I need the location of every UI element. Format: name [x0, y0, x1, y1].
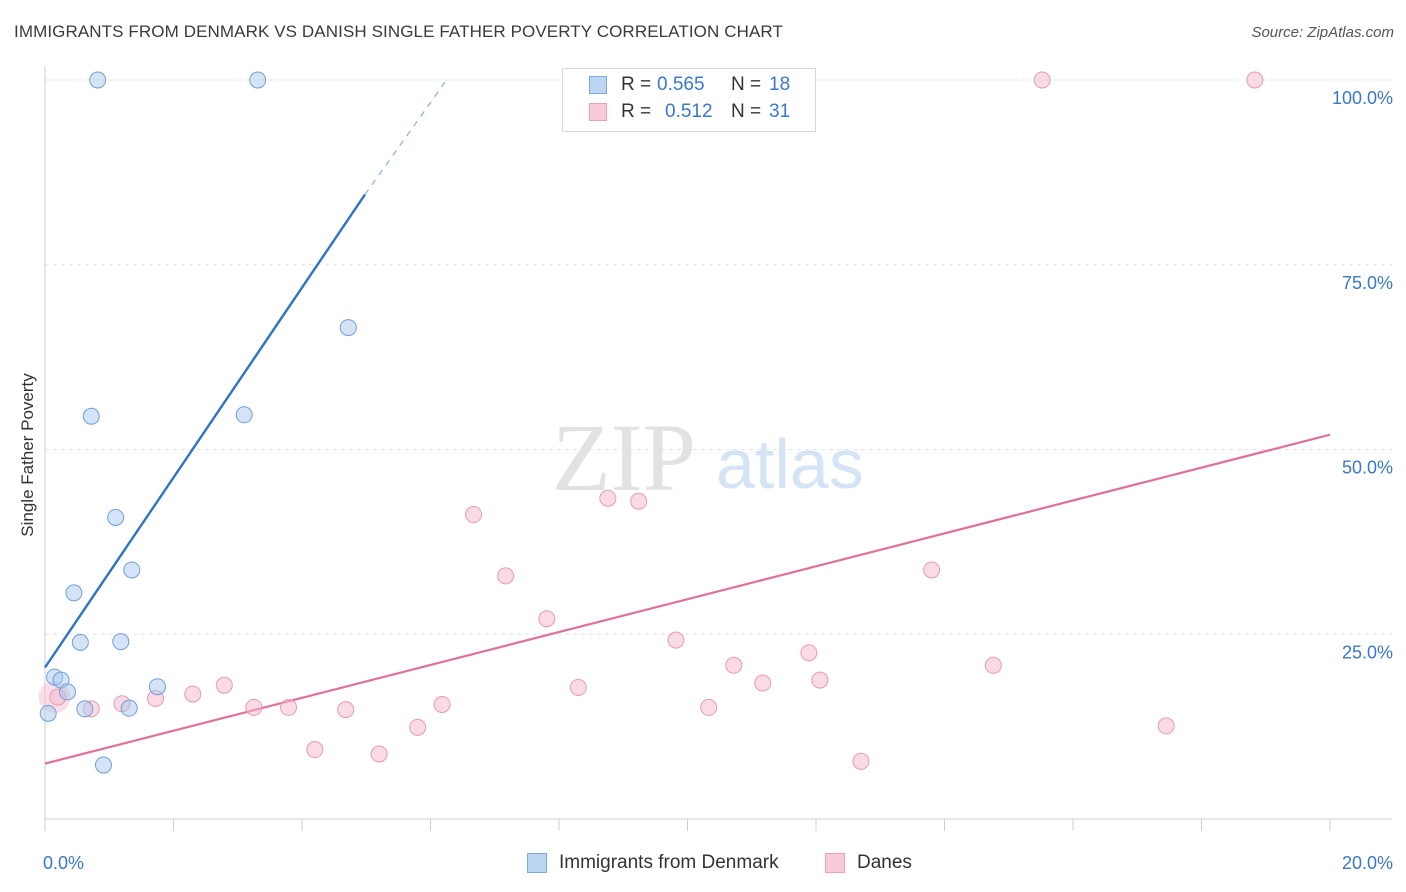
- data-point-immigrants-from-denmark: [76, 700, 94, 718]
- data-point-immigrants-from-denmark: [107, 508, 125, 526]
- legend-r-value-pink: 0.512: [665, 101, 713, 122]
- data-point-immigrants-from-denmark: [71, 633, 89, 651]
- axes: [44, 66, 1392, 831]
- grid-lines: [45, 79, 1392, 635]
- data-point-danes: [852, 752, 870, 770]
- correlation-legend: R = 0.565 N = 18 R = 0.512 N = 31: [562, 68, 816, 132]
- legend-n-label: N =: [731, 101, 762, 122]
- legend-r-label: R =: [621, 74, 652, 95]
- data-point-danes: [215, 676, 233, 694]
- data-point-immigrants-from-denmark: [249, 71, 267, 89]
- data-point-immigrants-from-denmark: [89, 71, 107, 89]
- data-point-danes: [409, 718, 427, 736]
- y-tick-label: 25.0%: [1342, 642, 1393, 662]
- data-point-danes: [497, 567, 515, 585]
- data-point-immigrants-from-denmark: [94, 756, 112, 774]
- legend-n-value-pink: 31: [769, 101, 791, 122]
- y-tick-label: 75.0%: [1342, 273, 1393, 293]
- x-tick-label: 20.0%: [1342, 853, 1393, 873]
- y-tick-label: 50.0%: [1342, 458, 1393, 478]
- data-point-danes: [811, 671, 829, 689]
- data-point-danes: [754, 674, 772, 692]
- bottom-legend-swatch-blue: [527, 853, 547, 873]
- legend-n-value-blue: 18: [769, 74, 791, 95]
- data-point-danes: [306, 741, 324, 759]
- data-point-danes: [599, 489, 617, 507]
- watermark: ZIP atlas: [552, 404, 864, 511]
- y-tick-label: 100.0%: [1332, 88, 1393, 108]
- bottom-legend-swatch-pink: [825, 853, 845, 873]
- legend-r-label: R =: [621, 101, 652, 122]
- data-point-danes: [280, 698, 298, 716]
- data-point-immigrants-from-denmark: [112, 633, 130, 651]
- data-point-danes: [984, 656, 1002, 674]
- data-point-immigrants-from-denmark: [123, 561, 141, 579]
- trend-line-immigrants-from-denmark: [44, 193, 366, 669]
- data-point-immigrants-from-denmark: [339, 319, 357, 337]
- data-point-danes: [923, 561, 941, 579]
- data-point-immigrants-from-denmark: [120, 699, 138, 717]
- chart-title: IMMIGRANTS FROM DENMARK VS DANISH SINGLE…: [14, 22, 783, 41]
- data-point-danes: [465, 506, 483, 524]
- data-point-immigrants-from-denmark: [39, 704, 57, 722]
- data-point-danes: [569, 678, 587, 696]
- data-point-danes: [245, 698, 263, 716]
- data-point-immigrants-from-denmark: [65, 584, 83, 602]
- trend-line-extension: [364, 79, 448, 195]
- data-point-danes: [800, 644, 818, 662]
- data-point-immigrants-from-denmark: [235, 406, 253, 424]
- data-point-danes: [433, 695, 451, 713]
- data-point-danes: [667, 631, 685, 649]
- data-point-danes: [184, 685, 202, 703]
- data-point-danes: [1246, 71, 1264, 89]
- data-point-immigrants-from-denmark: [58, 683, 76, 701]
- data-point-danes: [538, 610, 556, 628]
- legend-swatch-pink: [589, 103, 607, 121]
- data-point-immigrants-from-denmark: [148, 678, 166, 696]
- data-points: [38, 71, 1264, 774]
- tick-labels: 25.0% 50.0% 75.0% 100.0% 0.0% 20.0%: [43, 88, 1393, 873]
- data-point-danes: [337, 701, 355, 719]
- data-point-danes: [630, 492, 648, 510]
- watermark-zip: ZIP: [552, 404, 696, 511]
- bottom-legend-label-blue: Immigrants from Denmark: [559, 852, 779, 873]
- data-point-danes: [1033, 71, 1051, 89]
- y-axis-label: Single Father Poverty: [18, 373, 37, 537]
- x-tick-label: 0.0%: [43, 853, 84, 873]
- data-point-danes: [1157, 717, 1175, 735]
- legend-n-label: N =: [731, 74, 762, 95]
- source-label: Source: ZipAtlas.com: [1251, 24, 1394, 41]
- data-point-danes: [725, 656, 743, 674]
- watermark-atlas: atlas: [716, 425, 864, 503]
- data-point-danes: [370, 745, 388, 763]
- legend-swatch-blue: [589, 76, 607, 94]
- legend-r-value-blue: 0.565: [657, 74, 705, 95]
- bottom-legend-label-pink: Danes: [857, 852, 912, 873]
- data-point-immigrants-from-denmark: [82, 407, 100, 425]
- data-point-danes: [700, 698, 718, 716]
